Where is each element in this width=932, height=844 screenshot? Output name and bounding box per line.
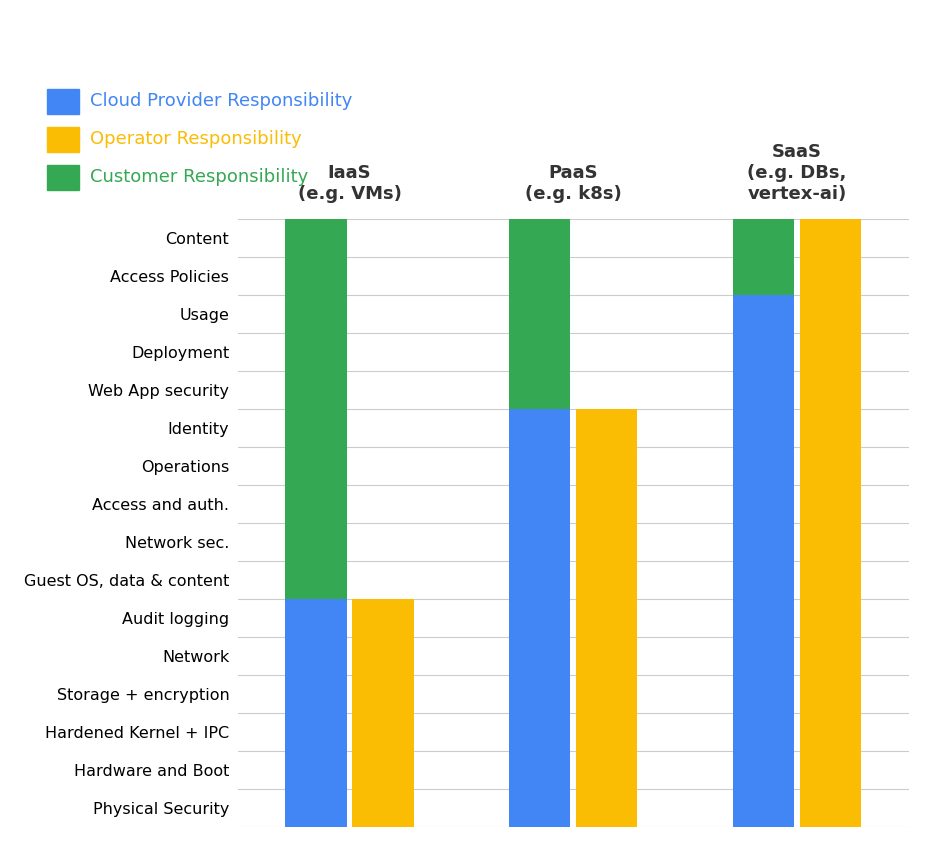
Bar [285, 219, 347, 599]
Text: Cloud Provider Responsibility: Cloud Provider Responsibility [90, 92, 353, 111]
Text: Operator Responsibility: Operator Responsibility [90, 130, 302, 149]
Text: PaaS
(e.g. k8s): PaaS (e.g. k8s) [525, 164, 622, 203]
Text: SaaS
(e.g. DBs,
vertex-ai): SaaS (e.g. DBs, vertex-ai) [747, 143, 846, 203]
Bar [576, 409, 637, 827]
Text: IaaS
(e.g. VMs): IaaS (e.g. VMs) [297, 164, 402, 203]
Bar [509, 219, 570, 409]
Bar [509, 409, 570, 827]
Bar [733, 295, 794, 827]
Bar [800, 219, 861, 827]
Text: Customer Responsibility: Customer Responsibility [90, 168, 308, 187]
Bar [352, 599, 414, 827]
Bar [733, 219, 794, 295]
Bar [285, 599, 347, 827]
